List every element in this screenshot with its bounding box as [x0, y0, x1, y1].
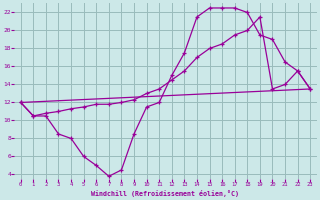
X-axis label: Windchill (Refroidissement éolien,°C): Windchill (Refroidissement éolien,°C)	[92, 190, 239, 197]
